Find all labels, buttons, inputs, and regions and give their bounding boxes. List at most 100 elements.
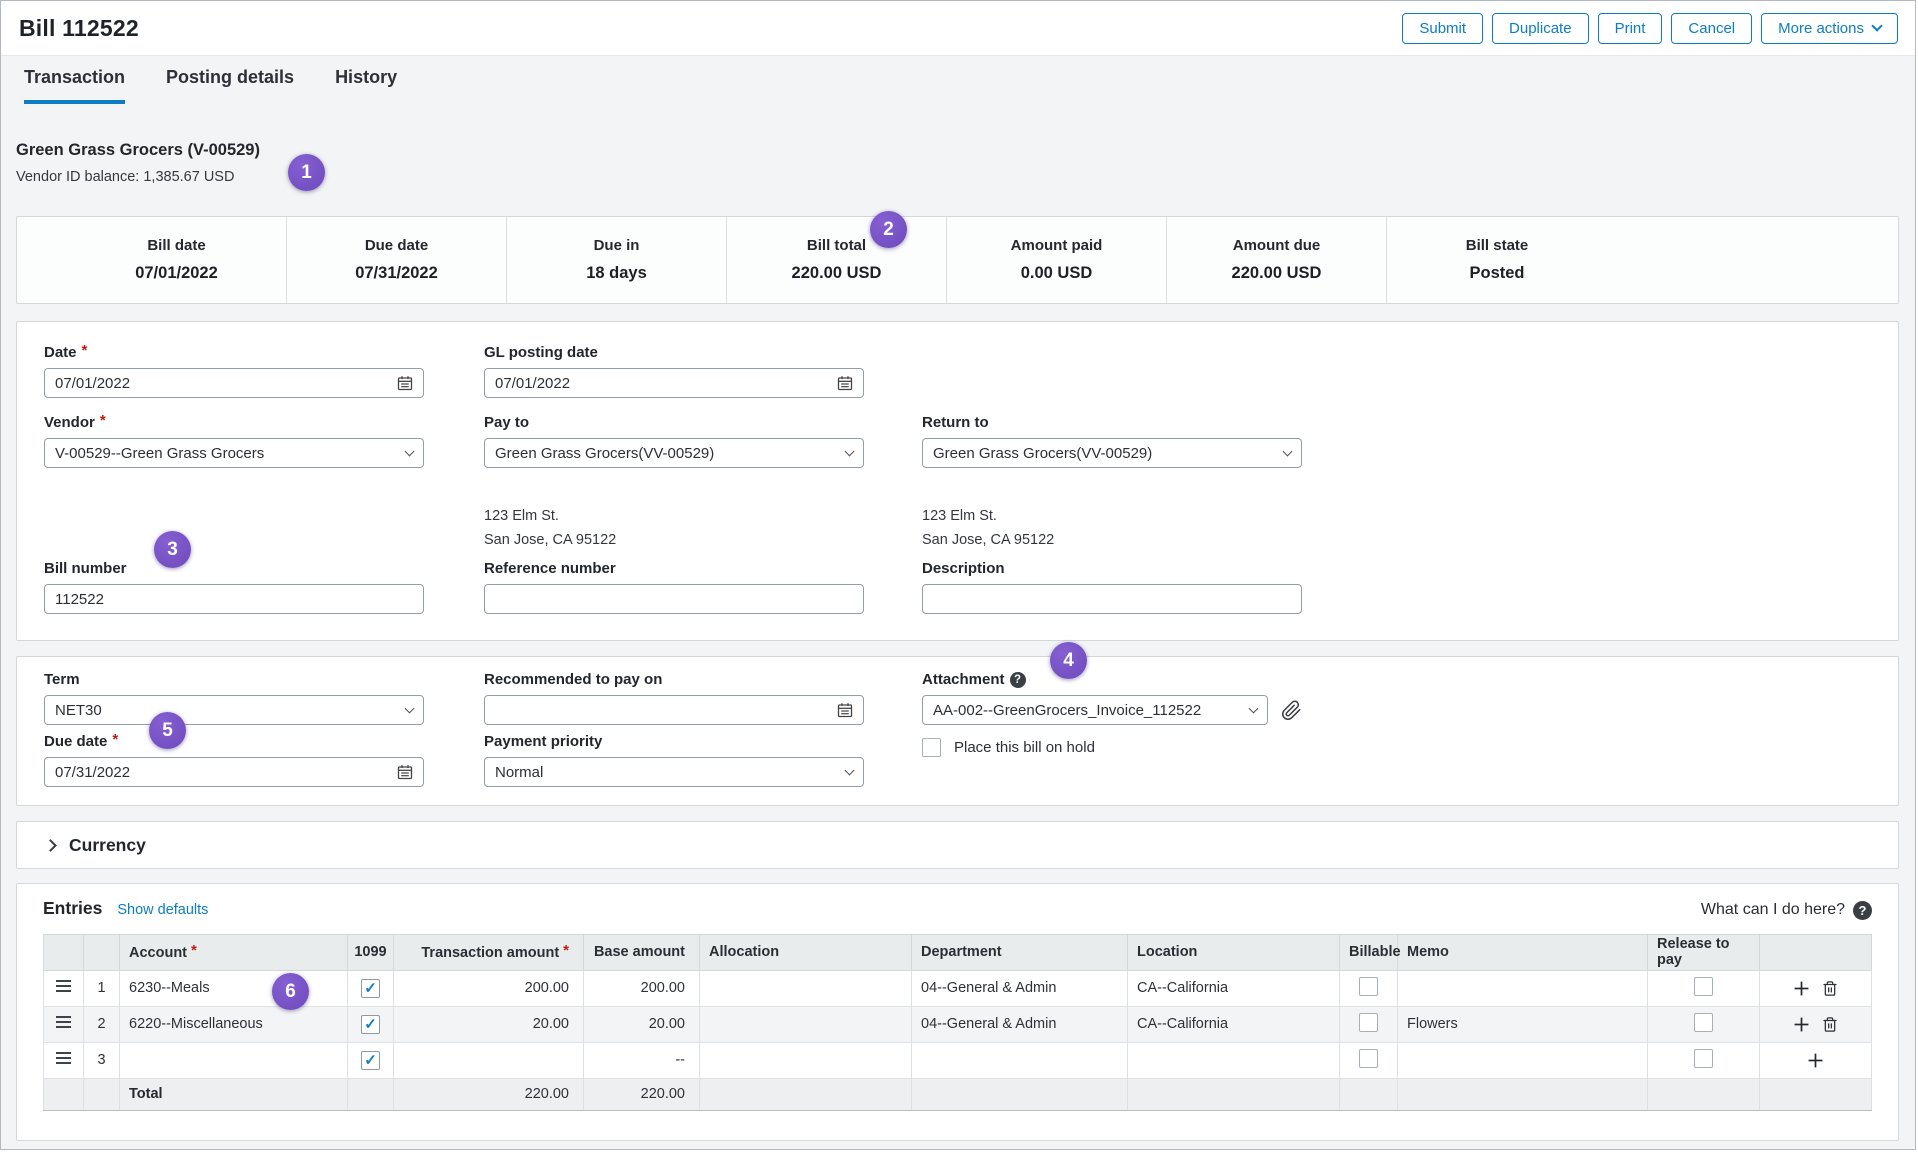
date-input[interactable]: 07/01/2022 — [44, 368, 424, 398]
chevron-down-icon — [405, 704, 415, 714]
1099-checkbox[interactable]: ✓ — [361, 1015, 380, 1034]
duplicate-button[interactable]: Duplicate — [1492, 13, 1589, 44]
description-label: Description — [922, 560, 1302, 577]
required-icon: * — [191, 942, 197, 959]
calendar-icon[interactable] — [837, 375, 853, 391]
row-number: 2 — [84, 1006, 120, 1042]
base-amount-cell: 200.00 — [584, 970, 700, 1006]
drag-handle-icon[interactable] — [56, 1052, 71, 1064]
summary-value: 07/31/2022 — [355, 264, 438, 283]
pay-to-select[interactable]: Green Grass Grocers(VV-00529) — [484, 438, 864, 468]
summary-value: 18 days — [586, 264, 647, 283]
billable-column-header: Billable — [1340, 934, 1398, 970]
vendor-select[interactable]: V-00529--Green Grass Grocers — [44, 438, 424, 468]
currency-section[interactable]: Currency — [16, 821, 1899, 869]
add-row-icon[interactable] — [1793, 1016, 1810, 1033]
release-to-pay-column-header: Release to pay — [1648, 934, 1760, 970]
hold-checkbox[interactable] — [922, 738, 941, 757]
billable-checkbox[interactable] — [1359, 1049, 1378, 1068]
paperclip-icon[interactable] — [1281, 700, 1302, 721]
allocation-cell[interactable] — [700, 1042, 912, 1078]
more-actions-button[interactable]: More actions — [1761, 13, 1898, 44]
memo-cell[interactable]: Flowers — [1398, 1006, 1648, 1042]
allocation-column-header: Allocation — [700, 934, 912, 970]
entry-row-2: 2 6220--Miscellaneous ✓ 20.00 20.00 04--… — [44, 1006, 1872, 1042]
chevron-down-icon — [1871, 20, 1882, 31]
1099-checkbox[interactable]: ✓ — [361, 1051, 380, 1070]
date-label: Date* — [44, 344, 424, 361]
summary-label: Amount paid — [1011, 237, 1103, 254]
date-value: 07/01/2022 — [55, 375, 130, 392]
vendor-block: Green Grass Grocers (V-00529) Vendor ID … — [16, 141, 260, 185]
bill-number-input[interactable]: 112522 — [44, 584, 424, 614]
total-label: Total — [120, 1078, 348, 1110]
entries-help-text: What can I do here? — [1701, 901, 1845, 919]
add-row-icon[interactable] — [1793, 980, 1810, 997]
due-date-value: 07/31/2022 — [55, 764, 130, 781]
row-number-column-header — [84, 934, 120, 970]
calendar-icon[interactable] — [837, 702, 853, 718]
cancel-button[interactable]: Cancel — [1671, 13, 1752, 44]
due-date-input[interactable]: 07/31/2022 — [44, 757, 424, 787]
term-select-value: NET30 — [55, 702, 102, 719]
payment-details-panel: Term NET30 Due date* 07/31/2022 Recommen… — [16, 656, 1899, 806]
entry-row-3: 3 ✓ -- — [44, 1042, 1872, 1078]
row-number: 3 — [84, 1042, 120, 1078]
department-cell[interactable] — [912, 1042, 1128, 1078]
submit-button[interactable]: Submit — [1402, 13, 1483, 44]
payment-priority-select[interactable]: Normal — [484, 757, 864, 787]
tab-history[interactable]: History — [335, 67, 397, 104]
hold-checkbox-label: Place this bill on hold — [954, 739, 1095, 756]
summary-bill-state: Bill state Posted — [1387, 217, 1607, 303]
total-base-amount: 220.00 — [584, 1078, 700, 1110]
attachment-select[interactable]: AA-002--GreenGrocers_Invoice_112522 — [922, 695, 1268, 725]
account-cell[interactable]: 6230--Meals — [120, 970, 348, 1006]
department-cell[interactable]: 04--General & Admin — [912, 970, 1128, 1006]
gl-posting-date-input[interactable]: 07/01/2022 — [484, 368, 864, 398]
return-to-select[interactable]: Green Grass Grocers(VV-00529) — [922, 438, 1302, 468]
add-row-icon[interactable] — [1807, 1052, 1824, 1069]
1099-checkbox[interactable]: ✓ — [361, 979, 380, 998]
location-cell[interactable]: CA--California — [1128, 970, 1340, 1006]
calendar-icon[interactable] — [397, 375, 413, 391]
summary-amount-paid: Amount paid 0.00 USD — [947, 217, 1167, 303]
allocation-cell[interactable] — [700, 970, 912, 1006]
delete-row-icon[interactable] — [1822, 980, 1838, 997]
memo-cell[interactable] — [1398, 1042, 1648, 1078]
help-icon[interactable]: ? — [1010, 672, 1026, 688]
release-to-pay-checkbox[interactable] — [1694, 1049, 1713, 1068]
memo-cell[interactable] — [1398, 970, 1648, 1006]
reference-number-input[interactable] — [484, 584, 864, 614]
billable-checkbox[interactable] — [1359, 1013, 1378, 1032]
billable-checkbox[interactable] — [1359, 977, 1378, 996]
address-line-1: 123 Elm St. — [922, 504, 1302, 528]
transaction-amount-cell[interactable] — [394, 1042, 584, 1078]
delete-row-icon[interactable] — [1822, 1016, 1838, 1033]
release-to-pay-checkbox[interactable] — [1694, 977, 1713, 996]
drag-handle-icon[interactable] — [56, 980, 71, 992]
transaction-amount-cell[interactable]: 200.00 — [394, 970, 584, 1006]
calendar-icon[interactable] — [397, 764, 413, 780]
help-icon[interactable]: ? — [1853, 901, 1872, 920]
chevron-down-icon — [845, 766, 855, 776]
tab-posting-details[interactable]: Posting details — [166, 67, 294, 104]
tab-transaction[interactable]: Transaction — [24, 67, 125, 104]
account-cell[interactable]: 6220--Miscellaneous — [120, 1006, 348, 1042]
entries-panel: Entries Show defaults What can I do here… — [16, 883, 1899, 1141]
transaction-amount-cell[interactable]: 20.00 — [394, 1006, 584, 1042]
term-select[interactable]: NET30 — [44, 695, 424, 725]
drag-handle-icon[interactable] — [56, 1016, 71, 1028]
description-input[interactable] — [922, 584, 1302, 614]
location-cell[interactable]: CA--California — [1128, 1006, 1340, 1042]
entries-help: What can I do here? ? — [1701, 901, 1872, 920]
department-cell[interactable]: 04--General & Admin — [912, 1006, 1128, 1042]
account-cell[interactable] — [120, 1042, 348, 1078]
summary-label: Due in — [594, 237, 640, 254]
more-actions-label: More actions — [1778, 20, 1864, 37]
release-to-pay-checkbox[interactable] — [1694, 1013, 1713, 1032]
recommended-pay-input[interactable] — [484, 695, 864, 725]
show-defaults-link[interactable]: Show defaults — [117, 902, 208, 918]
location-cell[interactable] — [1128, 1042, 1340, 1078]
print-button[interactable]: Print — [1598, 13, 1663, 44]
allocation-cell[interactable] — [700, 1006, 912, 1042]
